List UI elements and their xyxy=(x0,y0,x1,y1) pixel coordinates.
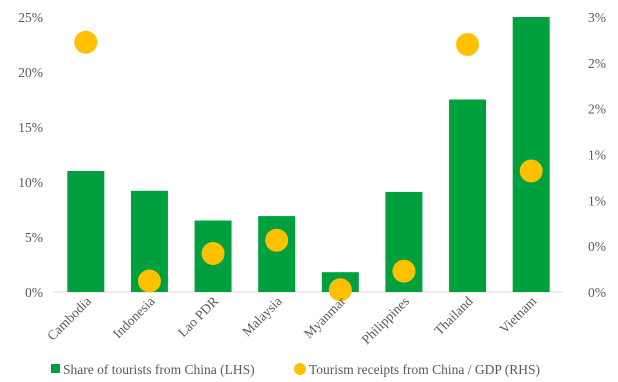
left-tick-label: 5% xyxy=(25,230,43,245)
left-tick-label: 20% xyxy=(18,65,43,80)
legend-swatch-bars xyxy=(51,364,60,373)
category-label: Lao PDR xyxy=(175,294,221,340)
left-tick-label: 15% xyxy=(18,120,43,135)
right-tick-label: 1% xyxy=(588,193,606,208)
dot xyxy=(392,259,416,283)
dot xyxy=(328,278,352,302)
dot xyxy=(456,33,480,56)
dot xyxy=(201,242,225,265)
category-label: Vietnam xyxy=(496,293,539,336)
legend-label-bars: Share of tourists from China (LHS) xyxy=(63,362,255,377)
dot-series xyxy=(74,30,543,302)
legend-label-dots: Tourism receipts from China / GDP (RHS) xyxy=(309,362,540,377)
category-label: Philippines xyxy=(358,294,412,348)
category-label: Indonesia xyxy=(110,294,158,342)
category-label: Myanmar xyxy=(301,293,349,341)
right-tick-label: 2% xyxy=(588,102,606,117)
category-labels: Cambodia Indonesia Lao PDR Malaysia Myanmar P… xyxy=(44,293,540,347)
dot xyxy=(74,30,98,54)
bar xyxy=(67,171,105,292)
left-tick-label: 10% xyxy=(18,175,43,190)
right-tick-label: 1% xyxy=(588,148,606,163)
legend: Share of tourists from China (LHS) Touri… xyxy=(51,362,540,377)
dot xyxy=(137,269,161,293)
category-label: Malaysia xyxy=(239,294,285,340)
right-tick-label: 0% xyxy=(588,239,606,254)
category-label: Thailand xyxy=(431,293,476,338)
bar xyxy=(258,216,296,292)
bar-series xyxy=(67,17,550,292)
left-tick-label: 25% xyxy=(18,10,43,25)
dot xyxy=(265,228,289,252)
right-tick-label: 0% xyxy=(588,285,606,300)
right-tick-label: 3% xyxy=(588,10,606,25)
right-axis-ticks: 0% 0% 1% 1% 2% 2% 3% xyxy=(588,10,606,300)
bar xyxy=(449,99,487,292)
dot xyxy=(519,159,543,183)
category-label: Cambodia xyxy=(44,294,94,344)
legend-swatch-dots xyxy=(294,363,306,375)
left-axis-ticks: 0% 5% 10% 15% 20% 25% xyxy=(18,10,43,300)
right-tick-label: 2% xyxy=(588,56,606,71)
left-tick-label: 0% xyxy=(25,285,43,300)
bar xyxy=(512,17,550,292)
